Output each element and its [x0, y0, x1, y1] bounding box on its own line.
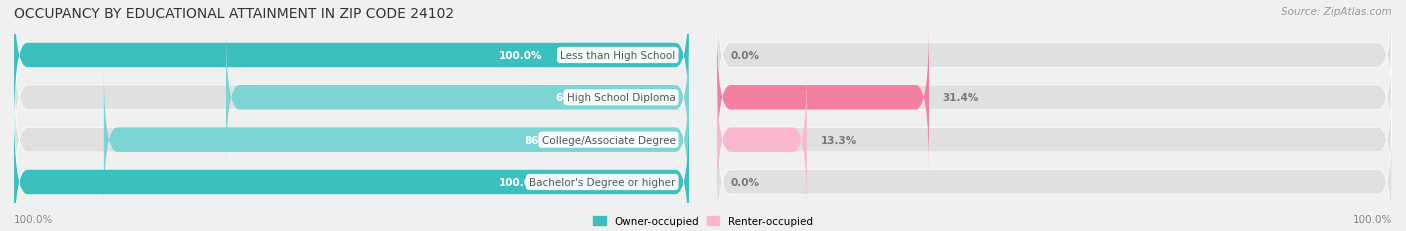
Text: 100.0%: 100.0%: [1353, 214, 1392, 225]
FancyBboxPatch shape: [226, 26, 689, 170]
FancyBboxPatch shape: [717, 68, 1392, 212]
FancyBboxPatch shape: [717, 0, 1392, 128]
FancyBboxPatch shape: [14, 0, 689, 128]
FancyBboxPatch shape: [14, 68, 689, 212]
Text: 100.0%: 100.0%: [499, 51, 541, 61]
Text: 13.3%: 13.3%: [820, 135, 856, 145]
Text: 86.7%: 86.7%: [524, 135, 561, 145]
FancyBboxPatch shape: [14, 0, 689, 128]
Text: College/Associate Degree: College/Associate Degree: [541, 135, 675, 145]
Text: 0.0%: 0.0%: [731, 177, 759, 187]
Text: Bachelor's Degree or higher: Bachelor's Degree or higher: [529, 177, 675, 187]
Text: OCCUPANCY BY EDUCATIONAL ATTAINMENT IN ZIP CODE 24102: OCCUPANCY BY EDUCATIONAL ATTAINMENT IN Z…: [14, 7, 454, 21]
FancyBboxPatch shape: [717, 110, 1392, 231]
Text: 31.4%: 31.4%: [942, 93, 979, 103]
Text: 100.0%: 100.0%: [14, 214, 53, 225]
FancyBboxPatch shape: [104, 68, 689, 212]
Text: 0.0%: 0.0%: [731, 51, 759, 61]
FancyBboxPatch shape: [717, 68, 807, 212]
FancyBboxPatch shape: [717, 26, 929, 170]
FancyBboxPatch shape: [717, 26, 1392, 170]
Text: 100.0%: 100.0%: [499, 177, 541, 187]
FancyBboxPatch shape: [14, 110, 689, 231]
Legend: Owner-occupied, Renter-occupied: Owner-occupied, Renter-occupied: [593, 216, 813, 226]
Text: High School Diploma: High School Diploma: [567, 93, 675, 103]
Text: Less than High School: Less than High School: [560, 51, 675, 61]
Text: 68.6%: 68.6%: [555, 93, 592, 103]
Text: Source: ZipAtlas.com: Source: ZipAtlas.com: [1281, 7, 1392, 17]
FancyBboxPatch shape: [14, 26, 689, 170]
FancyBboxPatch shape: [14, 110, 689, 231]
